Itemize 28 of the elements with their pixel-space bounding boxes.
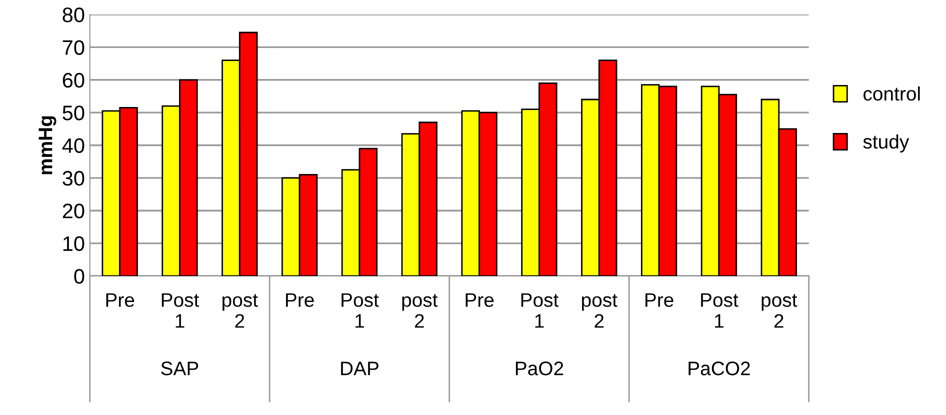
x-tick-label: Pre xyxy=(106,293,134,307)
x-tick-label: Post 1 xyxy=(342,293,379,328)
text: PaCO2 xyxy=(688,362,750,376)
y-tick-label: 60 xyxy=(62,72,84,88)
x-tick-label: post 2 xyxy=(582,294,618,328)
x-tick-label: post 2 xyxy=(762,294,798,328)
x-tick-label: Pre xyxy=(646,293,674,307)
y-tick-label: 50 xyxy=(62,106,84,120)
x-tick-label: post 2 xyxy=(402,294,438,328)
y-tick-label: 30 xyxy=(62,170,84,186)
y-tick-label: 0 xyxy=(74,268,84,284)
y-tick-label: 40 xyxy=(62,138,84,154)
legend-label: control xyxy=(864,86,920,101)
y-tick-label: 70 xyxy=(62,40,84,55)
x-tick-label: Post 1 xyxy=(701,293,738,328)
text: PaO2 xyxy=(516,362,564,376)
y-tick-label: 10 xyxy=(63,236,84,252)
x-tick-label: Pre xyxy=(286,293,314,307)
y-tick-label: 20 xyxy=(62,204,84,218)
y-tick-label: 80 xyxy=(62,8,84,22)
x-tick-label: Post 1 xyxy=(521,293,559,328)
legend-label: study xyxy=(863,134,910,152)
x-tick-label: Post 1 xyxy=(162,293,200,328)
y-axis-title: mmHg xyxy=(38,116,56,174)
x-tick-label: post 2 xyxy=(222,294,258,328)
text: SAP xyxy=(161,362,198,376)
x-tick-label: Pre xyxy=(466,293,494,307)
text: DAP xyxy=(341,362,378,376)
